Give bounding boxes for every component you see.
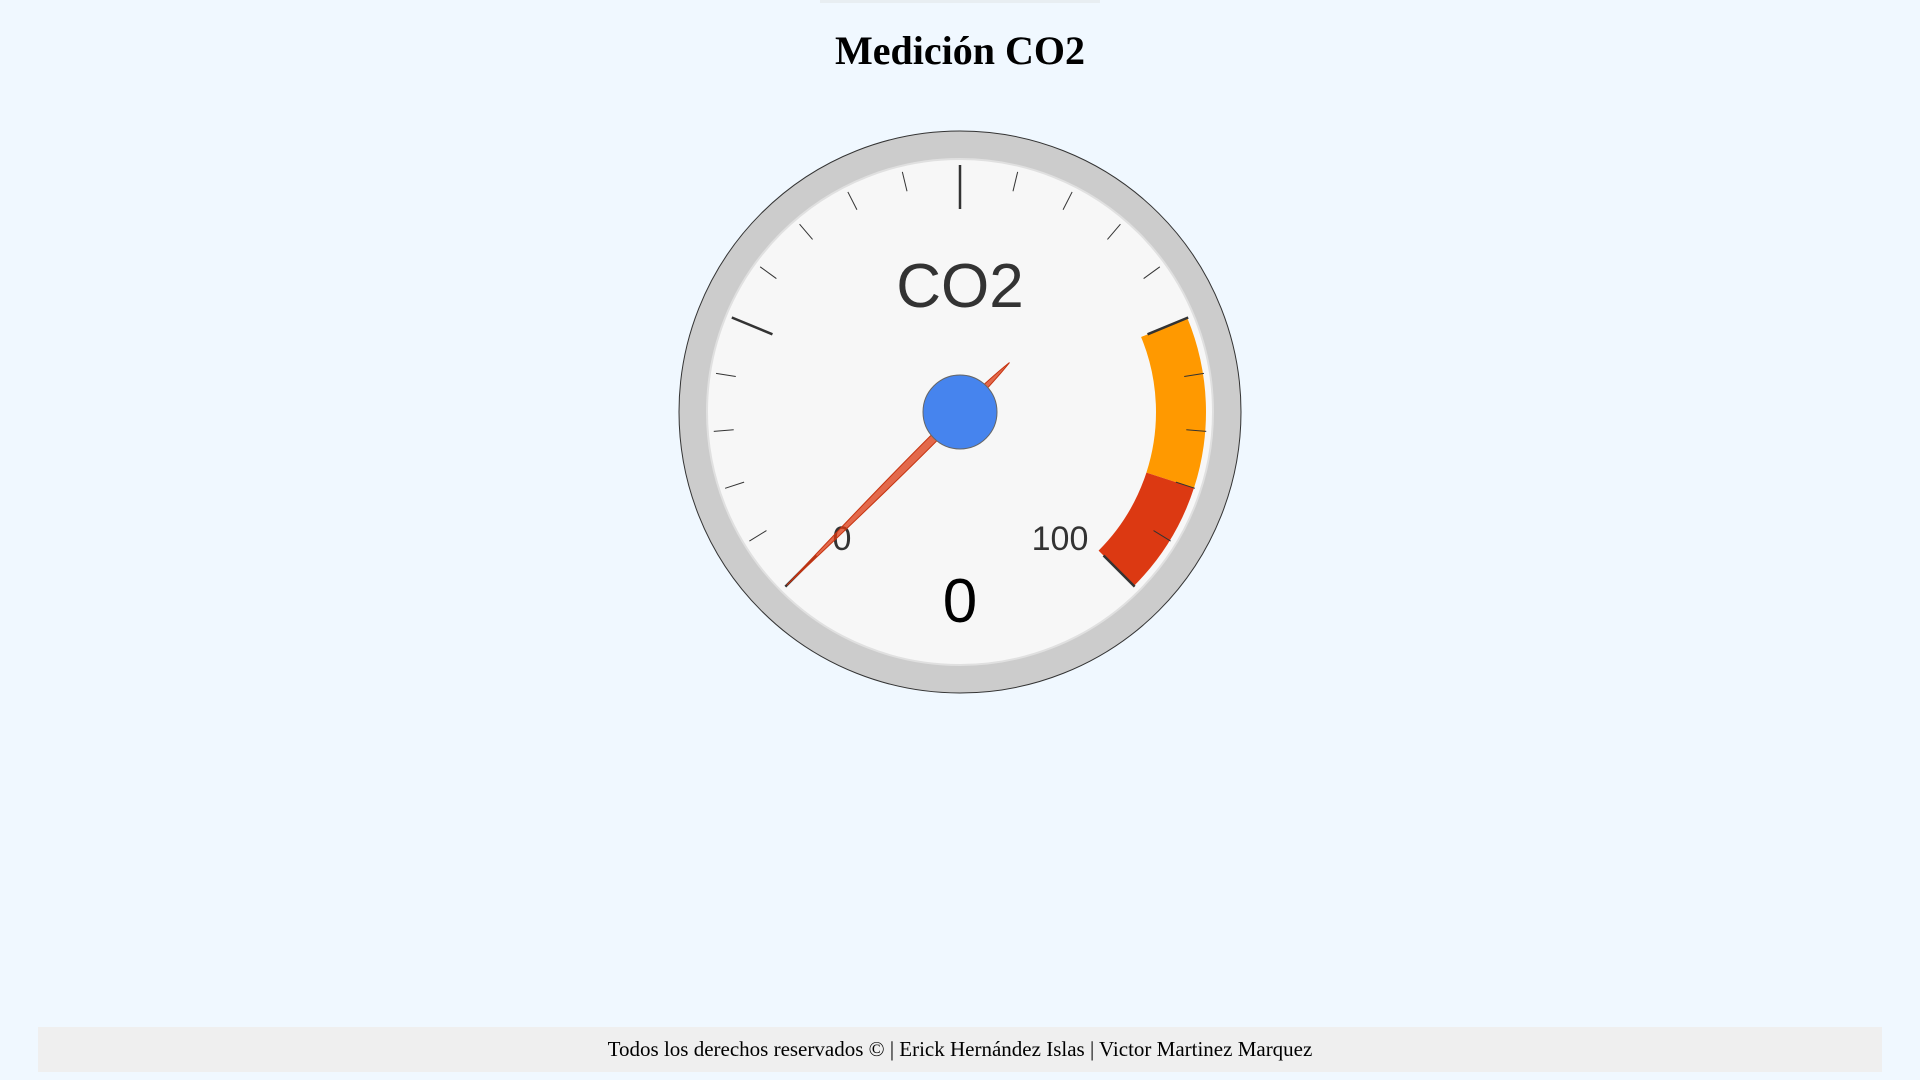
gauge-minor-tick [1012, 171, 1019, 192]
gauge-minor-tick [847, 191, 858, 210]
gauge-minor-tick [724, 481, 745, 489]
gauge-svg: CO2 0 100 0 [678, 130, 1242, 694]
gauge-minor-tick [1175, 481, 1196, 489]
site-footer: Todos los derechos reservados © | Erick … [38, 1027, 1882, 1072]
gauge-minor-tick [749, 530, 767, 542]
gauge-min-label: 0 [833, 520, 852, 558]
gauge-hub [922, 374, 998, 450]
gauge-minor-tick [759, 266, 777, 279]
gauge-minor-tick [1186, 429, 1207, 432]
gauge-ticks [713, 165, 1207, 588]
gauge-minor-tick [713, 429, 734, 432]
page-title: Medición CO2 [835, 28, 1085, 73]
gauge-minor-tick [901, 171, 908, 192]
gauge-minor-tick [1107, 223, 1121, 240]
gauge-minor-tick [799, 223, 813, 240]
gauge-band-1 [1141, 317, 1206, 489]
gauge-major-tick [731, 316, 773, 336]
co2-gauge: CO2 0 100 0 [677, 129, 1243, 695]
gauge-minor-tick [1184, 372, 1205, 377]
gauge-major-tick [1102, 554, 1136, 588]
top-divider [820, 0, 1100, 3]
gauge-major-tick [1147, 316, 1189, 336]
gauge-minor-tick [1143, 266, 1161, 279]
gauge-minor-tick [1153, 530, 1171, 542]
gauge-max-label: 100 [1032, 520, 1089, 558]
gauge-value: 0 [943, 567, 977, 636]
gauge-band-2 [1098, 472, 1194, 586]
footer-text: Todos los derechos reservados © | Erick … [607, 1037, 1313, 1061]
gauge-label: CO2 [896, 252, 1023, 321]
gauge-bands [1098, 317, 1206, 586]
gauge-minor-tick [1062, 191, 1073, 210]
gauge-minor-tick [715, 372, 736, 377]
